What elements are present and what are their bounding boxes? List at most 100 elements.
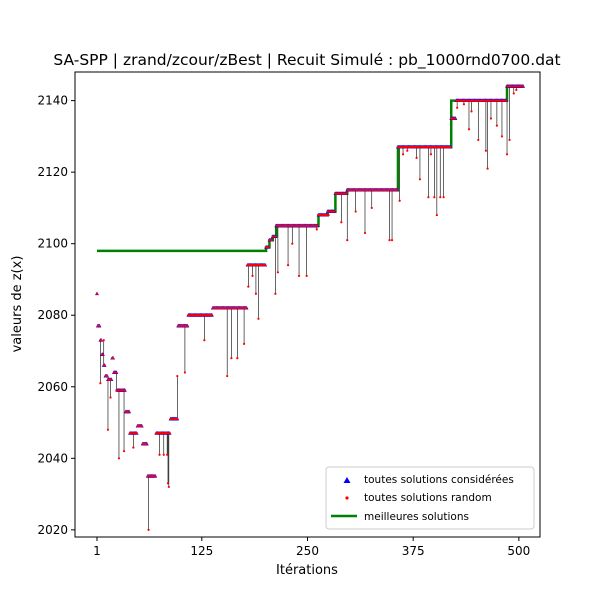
- y-tick-label: 2060: [37, 380, 68, 394]
- point-random: [186, 324, 189, 328]
- point-random: [291, 242, 294, 245]
- x-tick-label: 375: [402, 544, 425, 558]
- point-random: [144, 442, 147, 446]
- point-random: [276, 271, 280, 274]
- point-random: [435, 213, 438, 217]
- point-random: [193, 314, 197, 317]
- point-random: [115, 371, 118, 374]
- point-random: [109, 396, 112, 399]
- point-random: [505, 99, 508, 102]
- point-random: [421, 146, 424, 149]
- point-random: [126, 410, 129, 413]
- point-random: [100, 339, 103, 342]
- point-random: [128, 410, 131, 413]
- point-random: [135, 432, 138, 435]
- point-random: [390, 239, 394, 242]
- point-random: [209, 314, 212, 317]
- point-random: [333, 210, 336, 213]
- point-random: [492, 99, 495, 102]
- point-random: [505, 153, 509, 156]
- point-random: [383, 188, 386, 192]
- point-random: [415, 156, 418, 159]
- point-random: [319, 213, 322, 217]
- point-random: [183, 371, 187, 374]
- point-random: [451, 117, 455, 120]
- point-random: [257, 317, 260, 320]
- point-random: [424, 146, 427, 149]
- point-random: [305, 274, 308, 277]
- point-random: [132, 446, 135, 449]
- point-random: [427, 196, 430, 199]
- point-random: [401, 153, 405, 156]
- point-random: [363, 231, 367, 235]
- point-random: [284, 224, 287, 227]
- point-random: [155, 432, 159, 435]
- y-tick-label: 2120: [37, 165, 68, 179]
- point-random: [345, 192, 348, 195]
- point-random: [110, 378, 113, 381]
- legend-label-random: toutes solutions random: [364, 492, 492, 504]
- point-random: [147, 528, 150, 531]
- point-random: [456, 106, 459, 109]
- point-random: [433, 196, 436, 199]
- legend: toutes solutions considérées toutes solu…: [325, 466, 535, 530]
- point-random: [111, 357, 115, 360]
- point-random: [393, 188, 396, 192]
- point-random: [336, 192, 340, 195]
- point-random: [162, 453, 165, 456]
- x-tick-label: 500: [507, 544, 530, 558]
- point-random: [274, 235, 277, 238]
- point-random: [117, 457, 121, 460]
- point-random: [442, 196, 445, 199]
- point-random: [115, 389, 118, 392]
- point-random: [449, 146, 452, 149]
- point-random: [226, 374, 229, 378]
- point-random: [325, 213, 329, 217]
- point-random: [245, 306, 248, 310]
- point-random: [439, 196, 442, 199]
- point-random: [238, 306, 241, 310]
- point-random: [150, 475, 154, 478]
- point-random: [101, 353, 104, 356]
- point-random: [315, 228, 318, 231]
- point-random: [500, 135, 504, 138]
- y-tick-label: 2040: [37, 451, 68, 465]
- point-random: [354, 210, 357, 213]
- point-random: [274, 292, 277, 295]
- point-random: [248, 264, 252, 267]
- point-random: [515, 88, 518, 91]
- point-random: [454, 117, 457, 120]
- point-random: [267, 246, 270, 249]
- point-random: [495, 124, 498, 127]
- point-random: [166, 453, 169, 456]
- point-random: [158, 453, 161, 456]
- point-random: [95, 292, 99, 295]
- point-random: [486, 167, 489, 170]
- point-random: [99, 382, 102, 385]
- point-random: [103, 364, 106, 367]
- point-random: [154, 475, 157, 478]
- point-random: [316, 224, 319, 227]
- point-random: [203, 339, 206, 342]
- point-random: [406, 149, 409, 152]
- point-random: [123, 389, 126, 392]
- legend-marker-random: [345, 496, 349, 500]
- point-random: [122, 450, 126, 453]
- connector-lines: [100, 86, 517, 530]
- point-random: [359, 188, 362, 192]
- y-tick-label: 2100: [37, 237, 68, 251]
- plot-area: [95, 84, 525, 531]
- point-random: [472, 99, 476, 102]
- point-random: [412, 146, 415, 149]
- y-tick-label: 2140: [37, 94, 68, 108]
- point-random: [467, 128, 471, 131]
- point-random: [102, 339, 105, 342]
- point-random: [106, 374, 109, 378]
- point-random: [404, 146, 407, 149]
- point-random: [220, 306, 223, 310]
- y-tick-label: 2020: [37, 523, 68, 537]
- point-random: [388, 239, 391, 242]
- point-random: [167, 485, 170, 489]
- legend-label-considered: toutes solutions considérées: [364, 474, 514, 486]
